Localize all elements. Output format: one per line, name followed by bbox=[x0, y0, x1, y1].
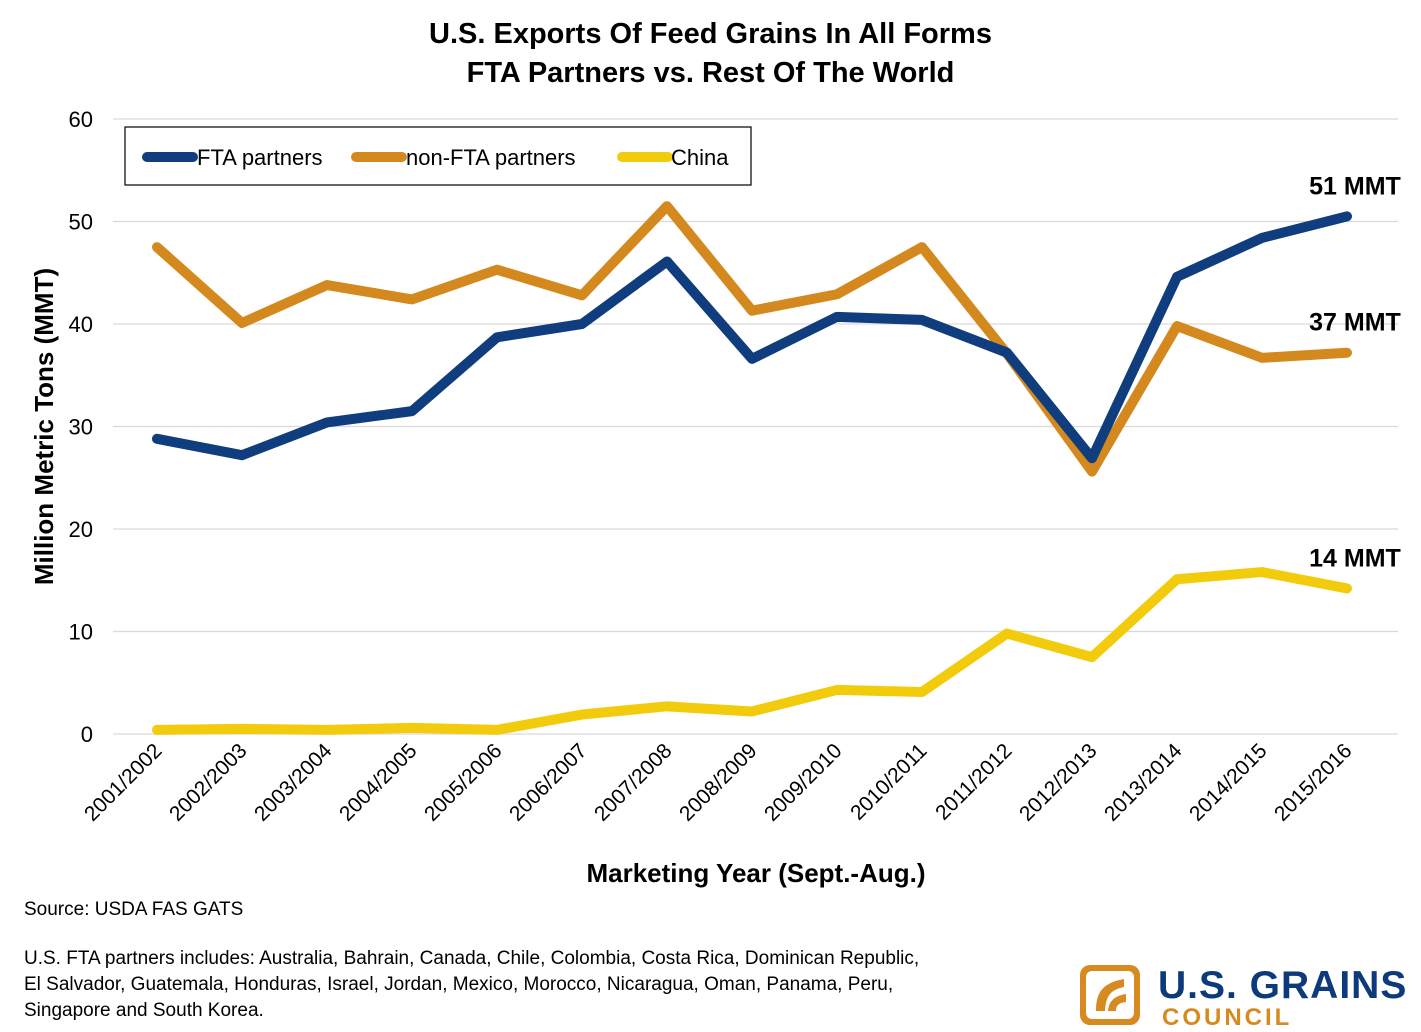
x-axis-label: Marketing Year (Sept.-Aug.) bbox=[586, 858, 925, 888]
x-tick-label: 2003/2004 bbox=[250, 739, 337, 826]
y-axis-label: Million Metric Tons (MMT) bbox=[29, 268, 59, 585]
series-line-fta-partners bbox=[152, 211, 1352, 464]
end-value-label: 37 MMT bbox=[1309, 309, 1401, 337]
chart-subtitle: FTA Partners vs. Rest Of The World bbox=[466, 57, 955, 89]
x-tick-label: 2010/2011 bbox=[846, 739, 931, 824]
x-tick-label: 2001/2002 bbox=[80, 739, 166, 825]
end-value-label: 14 MMT bbox=[1309, 544, 1401, 572]
series-lines bbox=[152, 201, 1352, 735]
logo-text-council: COUNCIL bbox=[1162, 1004, 1293, 1031]
x-tick-label: 2004/2005 bbox=[335, 739, 421, 825]
series-line-non-fta-partners bbox=[152, 201, 1352, 477]
y-tick-label: 50 bbox=[69, 210, 93, 235]
fta-note-line-1: U.S. FTA partners includes: Australia, B… bbox=[24, 948, 920, 969]
y-tick-label: 10 bbox=[69, 620, 93, 645]
us-grains-council-logo: U.S. GRAINS COUNCIL bbox=[1078, 962, 1416, 1031]
x-tick-label: 2009/2010 bbox=[760, 739, 846, 825]
x-tick-label: 2011/2012 bbox=[931, 739, 1016, 824]
legend-label: FTA partners bbox=[197, 145, 323, 170]
x-tick-label: 2007/2008 bbox=[590, 739, 676, 825]
annotations: 51 MMT 37 MMT 14 MMT bbox=[1309, 172, 1401, 572]
y-tick-label: 30 bbox=[69, 415, 93, 440]
x-tick-label: 2006/2007 bbox=[505, 739, 591, 825]
y-axis-ticks: 0 10 20 30 40 50 60 bbox=[69, 107, 93, 747]
end-value-label: 51 MMT bbox=[1309, 172, 1401, 200]
source-note: Source: USDA FAS GATS bbox=[24, 899, 244, 920]
y-tick-label: 60 bbox=[69, 107, 93, 132]
x-tick-label: 2015/2016 bbox=[1270, 739, 1356, 825]
y-tick-label: 40 bbox=[69, 312, 93, 337]
legend: FTA partners non-FTA partners China bbox=[124, 126, 752, 186]
chart-title: U.S. Exports Of Feed Grains In All Forms bbox=[429, 18, 992, 50]
line-chart: 0 10 20 30 40 50 60 2001/20022002/20032003/200… bbox=[29, 107, 1401, 888]
x-tick-label: 2013/2014 bbox=[1100, 739, 1187, 826]
y-tick-label: 20 bbox=[69, 517, 93, 542]
x-axis-ticks: 2001/20022002/20032003/20042004/20052005… bbox=[80, 739, 1356, 826]
x-tick-label: 2012/2013 bbox=[1015, 739, 1101, 825]
legend-label: China bbox=[671, 145, 729, 170]
x-tick-label: 2005/2006 bbox=[420, 739, 506, 825]
x-tick-label: 2002/2003 bbox=[165, 739, 251, 825]
fta-note-line-2: El Salvador, Guatemala, Honduras, Israel… bbox=[24, 974, 894, 995]
grain-emblem-icon bbox=[1080, 965, 1140, 1025]
x-tick-label: 2008/2009 bbox=[675, 739, 761, 825]
fta-note-line-3: Singapore and South Korea. bbox=[24, 1000, 264, 1021]
y-tick-label: 0 bbox=[81, 722, 93, 747]
legend-label: non-FTA partners bbox=[406, 145, 576, 170]
series-line-china bbox=[152, 567, 1352, 735]
logo-text-us-grains: U.S. GRAINS bbox=[1158, 964, 1408, 1007]
x-tick-label: 2014/2015 bbox=[1185, 739, 1271, 825]
